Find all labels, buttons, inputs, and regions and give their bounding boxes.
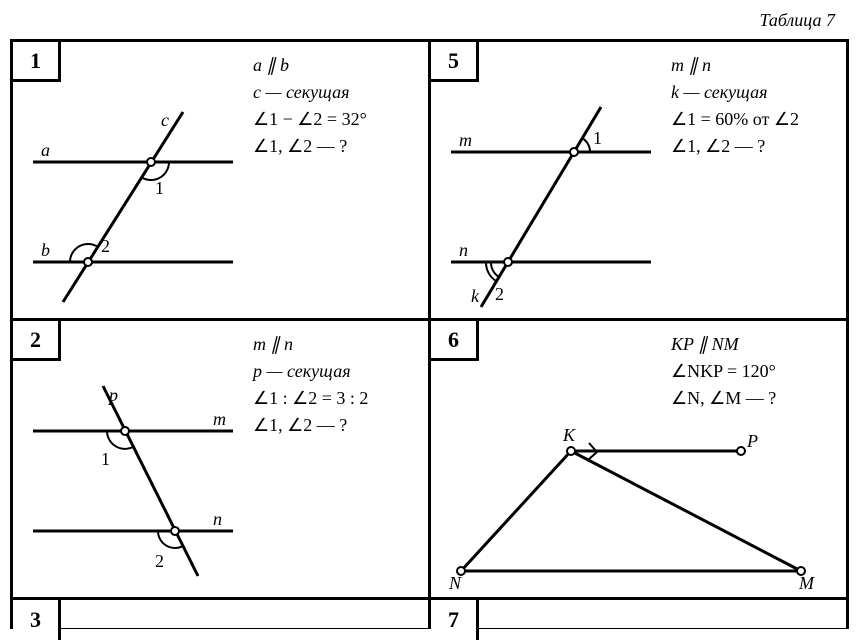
given-line: k — секущая	[671, 79, 799, 106]
grid-row-partial: 3 7	[13, 600, 846, 628]
label-angle2: 2	[101, 236, 110, 256]
given-line: ∠1, ∠2 — ?	[253, 412, 368, 439]
given-line: ∠1 = 60% от ∠2	[671, 106, 799, 133]
label-angle2: 2	[495, 284, 504, 304]
given-line: ∠1 : ∠2 = 3 : 2	[253, 385, 368, 412]
label-angle1: 1	[593, 128, 602, 148]
label-angle2: 2	[155, 551, 164, 571]
label-b: b	[41, 240, 50, 260]
given-line: ∠N, ∠M — ?	[671, 385, 776, 412]
label-K: K	[562, 425, 576, 445]
label-a: a	[41, 140, 50, 160]
cell-number: 6	[431, 321, 479, 361]
cell-7: 7	[431, 600, 846, 628]
label-N: N	[448, 573, 462, 593]
cell-2: 2 m ∥ n p — секущая ∠1 : ∠2 = 3 : 2 ∠1, …	[13, 321, 431, 597]
label-m: m	[459, 130, 472, 150]
given-line: ∠1, ∠2 — ?	[253, 133, 367, 160]
grid-row: 1 a ∥ b c — секущая ∠1 − ∠2 = 32° ∠1, ∠2…	[13, 42, 846, 321]
given-text: m ∥ n k — секущая ∠1 = 60% от ∠2 ∠1, ∠2 …	[671, 52, 799, 160]
given-line: c — секущая	[253, 79, 367, 106]
diagram-5: m n k 1 2	[441, 102, 671, 312]
label-angle1: 1	[101, 449, 110, 469]
diagram-1: a b c 1 2	[23, 102, 253, 312]
cell-6: 6 KP ∥ NM ∠NKP = 120° ∠N, ∠M — ?	[431, 321, 846, 597]
given-text: a ∥ b c — секущая ∠1 − ∠2 = 32° ∠1, ∠2 —…	[253, 52, 367, 160]
table-caption: Таблица 7	[10, 10, 849, 31]
label-m: m	[213, 409, 226, 429]
label-n: n	[213, 509, 222, 529]
given-line: m ∥ n	[671, 52, 799, 79]
label-P: P	[746, 431, 758, 451]
label-p: p	[107, 385, 118, 405]
problem-grid: 1 a ∥ b c — секущая ∠1 − ∠2 = 32° ∠1, ∠2…	[10, 39, 849, 629]
cell-number: 5	[431, 42, 479, 82]
cell-number: 3	[13, 600, 61, 640]
label-n: n	[459, 240, 468, 260]
label-M: M	[798, 573, 815, 593]
cell-number: 7	[431, 600, 479, 640]
given-line: p — секущая	[253, 358, 368, 385]
given-line: ∠1 − ∠2 = 32°	[253, 106, 367, 133]
label-k: k	[471, 286, 480, 306]
given-text: KP ∥ NM ∠NKP = 120° ∠N, ∠M — ?	[671, 331, 776, 412]
label-angle1: 1	[155, 178, 164, 198]
cell-5: 5 m ∥ n k — секущая ∠1 = 60% от ∠2 ∠1, ∠…	[431, 42, 846, 318]
label-c: c	[161, 110, 169, 130]
given-line: ∠1, ∠2 — ?	[671, 133, 799, 160]
given-line: ∠NKP = 120°	[671, 358, 776, 385]
diagram-2: m n p 1 2	[23, 381, 253, 591]
grid-row: 2 m ∥ n p — секущая ∠1 : ∠2 = 3 : 2 ∠1, …	[13, 321, 846, 600]
cell-1: 1 a ∥ b c — секущая ∠1 − ∠2 = 32° ∠1, ∠2…	[13, 42, 431, 318]
cell-3: 3	[13, 600, 431, 628]
cell-number: 1	[13, 42, 61, 82]
given-line: m ∥ n	[253, 331, 368, 358]
given-line: a ∥ b	[253, 52, 367, 79]
given-text: m ∥ n p — секущая ∠1 : ∠2 = 3 : 2 ∠1, ∠2…	[253, 331, 368, 439]
cell-number: 2	[13, 321, 61, 361]
given-line: KP ∥ NM	[671, 331, 776, 358]
diagram-6: K P N M	[441, 421, 841, 591]
